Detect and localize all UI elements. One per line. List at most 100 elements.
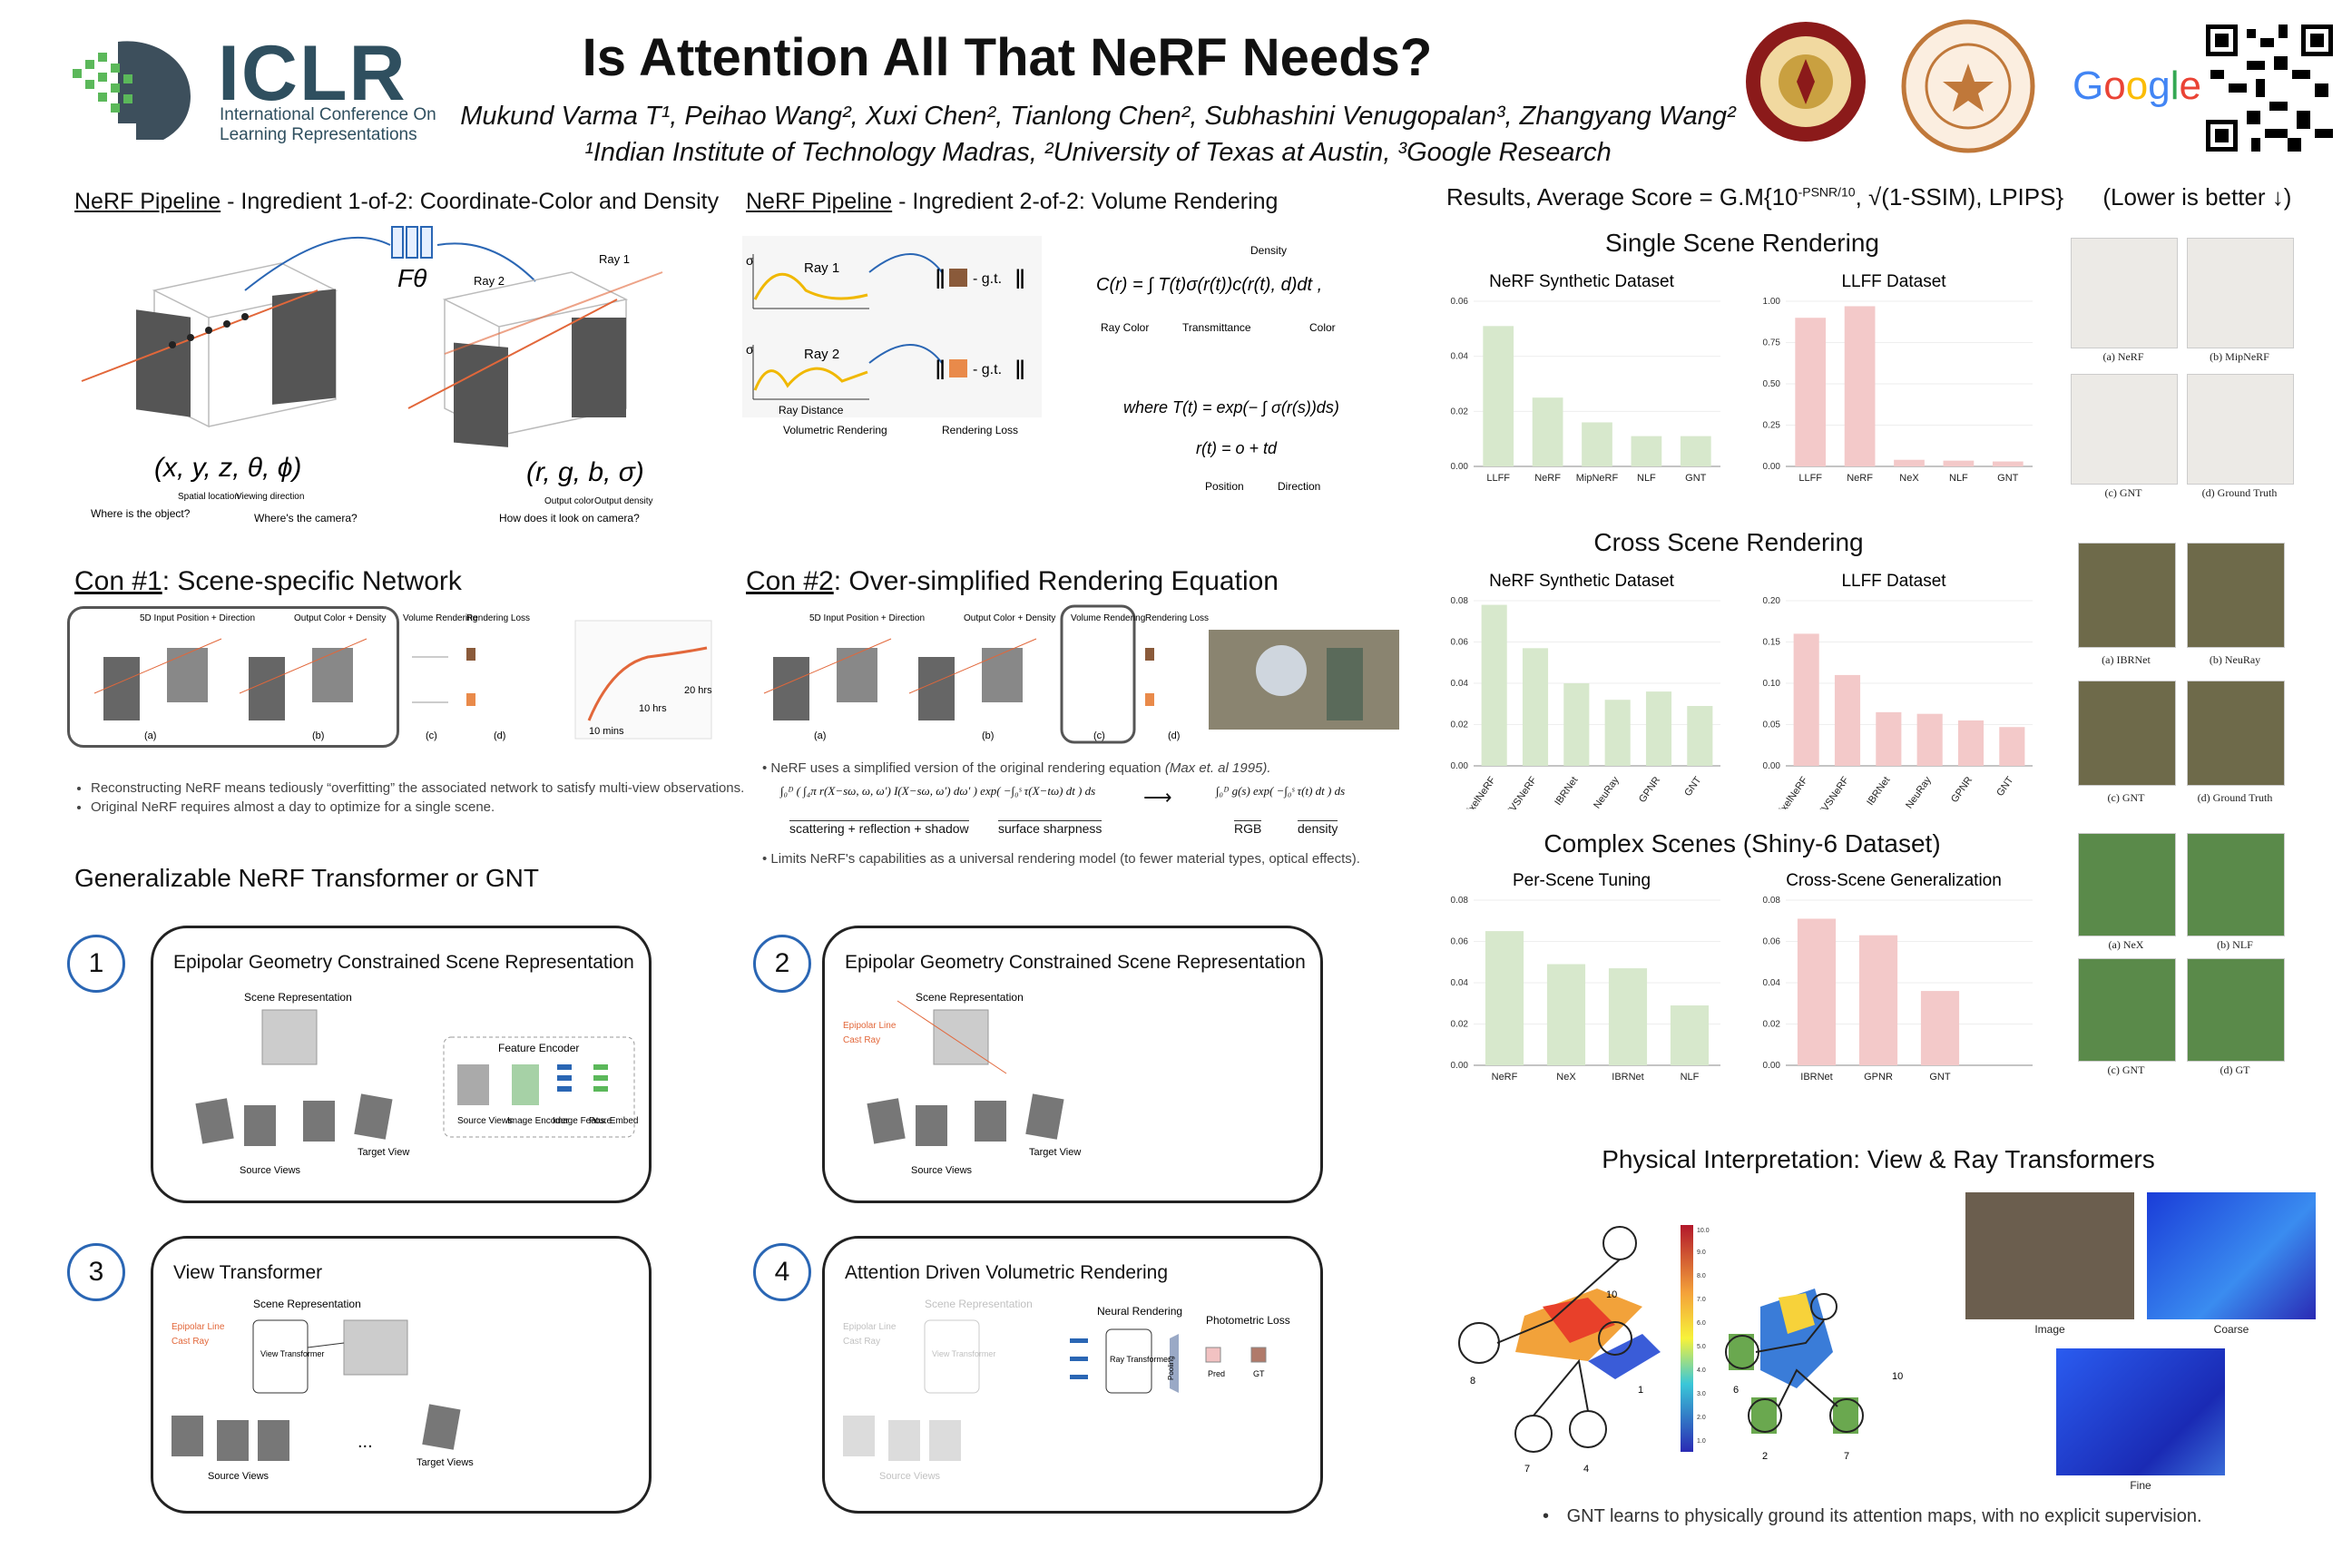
svg-text:Source Views: Source Views <box>911 1165 973 1176</box>
svg-text:7: 7 <box>1524 1464 1530 1475</box>
svg-text:Image Feature: Image Feature <box>553 1116 612 1126</box>
y-tick-label: 0.50 <box>1763 379 1781 389</box>
gnt-heading: Generalizable NeRF Transformer or GNT <box>74 864 539 892</box>
chart-cross-llff: LLFF Dataset 0.00 0.05 0.10 0.15 0.20 PixelNeR… <box>1744 564 2043 820</box>
y-tick-label: 1.00 <box>1763 297 1781 307</box>
chart-title: LLFF Dataset <box>1841 572 1946 591</box>
complex-scene-heading: Complex Scenes (Shiny-6 Dataset) <box>1544 829 1941 858</box>
view-nums-left: 10 8 7 4 1 <box>1470 1289 1643 1475</box>
svg-text:Ray Transformer: Ray Transformer <box>1110 1355 1171 1364</box>
y-tick-label: 0.08 <box>1451 596 1469 606</box>
x-tick-label: LLFF <box>1798 473 1822 484</box>
x-tick-label: NLF <box>1681 1072 1700 1083</box>
svg-text:3.0: 3.0 <box>1697 1391 1706 1397</box>
con1-bullets: Reconstructing NeRF means tediously “ove… <box>73 780 780 818</box>
f-theta-label: Fθ <box>397 264 426 292</box>
phys-fine <box>2056 1348 2225 1475</box>
x-tick-label: MVSNeRF <box>1815 775 1851 809</box>
x-tick-label: IBRNet <box>1865 775 1892 808</box>
x-tick-label: GNT <box>1929 1072 1951 1083</box>
bar <box>1546 964 1586 1065</box>
pipeline1-figure: Fθ Ray 2 Ray 1 (x, y, z, θ, ϕ) (r, g, b,… <box>64 218 699 544</box>
svg-text:Cast Ray: Cast Ray <box>172 1337 209 1347</box>
chart-title: LLFF Dataset <box>1841 272 1946 291</box>
bar-chart: NeRF Synthetic Dataset 0.00 0.02 0.04 0.06 0.… <box>1451 572 1720 820</box>
svg-text:where T(t) = exp(− ∫ σ(r(s))ds: where T(t) = exp(− ∫ σ(r(s))ds) <box>1123 398 1339 416</box>
svg-text:7.0: 7.0 <box>1697 1297 1706 1303</box>
phys-coarse <box>2147 1192 2316 1319</box>
svg-text:(b): (b) <box>312 730 324 741</box>
con1-figure: 5D Input Position + Direction Output Col… <box>67 603 720 750</box>
x-tick-label: NeRF <box>1492 1072 1518 1083</box>
chart-complex-perscene: Per-Scene Tuning 0.00 0.02 0.04 0.06 0.08 NeRF… <box>1432 864 1731 1109</box>
y-tick-label: 0.75 <box>1763 338 1781 348</box>
svg-text:7: 7 <box>1844 1451 1849 1462</box>
chart-single-synthetic: NeRF Synthetic Dataset 0.00 0.02 0.04 0.06 LL… <box>1432 265 1731 510</box>
x-tick-label: IBRNet <box>1800 1072 1832 1083</box>
y-tick-label: 0.15 <box>1763 638 1781 648</box>
svg-text:Cast Ray: Cast Ray <box>843 1337 880 1347</box>
bar <box>1687 706 1713 766</box>
iclr-subtitle-1: International Conference On <box>220 105 436 124</box>
svg-text:1.0: 1.0 <box>1697 1438 1706 1445</box>
step-4-badge: 4 <box>753 1243 811 1301</box>
svg-text:σ: σ <box>746 253 754 268</box>
svg-text:Rendering Loss: Rendering Loss <box>942 424 1018 436</box>
svg-text:- g.t.: - g.t. <box>973 271 1002 287</box>
x-tick-label: MVSNeRF <box>1503 775 1539 809</box>
svg-text:Pos. Embed: Pos. Embed <box>589 1116 638 1126</box>
attention-map-figure: 10 8 7 4 1 10.0 9.0 8.0 7.0 6.0 5.0 4.0 3.0 2.… <box>1434 1207 1978 1479</box>
phys-bullet: • GNT learns to physically ground its at… <box>1543 1506 2202 1526</box>
svg-text:Output color: Output color <box>544 496 594 506</box>
iclr-subtitle-2: Learning Representations <box>220 125 417 144</box>
con2-bullet1: • NeRF uses a simplified version of the … <box>762 760 1271 776</box>
svg-text:Direction: Direction <box>1278 480 1320 493</box>
y-tick-label: 0.04 <box>1451 679 1469 689</box>
y-tick-label: 0.02 <box>1451 720 1469 730</box>
svg-text:(d): (d) <box>494 730 505 741</box>
svg-text:Volume Rendering: Volume Rendering <box>403 613 477 623</box>
bar-chart: LLFF Dataset 0.00 0.05 0.10 0.15 0.20 PixelNeR… <box>1763 572 2033 820</box>
y-tick-label: 0.06 <box>1451 937 1469 947</box>
svg-text:‖: ‖ <box>935 265 946 295</box>
complex-thumbs: (a) NeX (b) NLF (c) GNT (d) GT <box>2078 833 2305 1087</box>
svg-text:Scene Representation: Scene Representation <box>244 991 352 1004</box>
chart-title: NeRF Synthetic Dataset <box>1489 272 1675 291</box>
bar <box>1522 648 1549 766</box>
svg-text:(c): (c) <box>1093 730 1105 741</box>
svg-text:1: 1 <box>1638 1385 1643 1396</box>
svg-text:Epipolar Line: Epipolar Line <box>843 1322 897 1332</box>
y-tick-label: 0.08 <box>1763 896 1781 906</box>
results-heading: Results, Average Score = G.M{10-PSNR/10,… <box>1446 183 2292 211</box>
pipeline2-heading: NeRF Pipeline - Ingredient 2-of-2: Volum… <box>746 189 1279 214</box>
y-tick-label: 0.00 <box>1451 462 1469 472</box>
x-tick-label: NeX <box>1556 1072 1576 1083</box>
svg-text:Epipolar Line: Epipolar Line <box>172 1322 225 1332</box>
y-tick-label: 0.04 <box>1451 352 1469 362</box>
qr-code[interactable] <box>2201 20 2337 156</box>
bar-chart: Per-Scene Tuning 0.00 0.02 0.04 0.06 0.08 NeRF… <box>1451 871 1720 1083</box>
svg-text:Image Encoder: Image Encoder <box>507 1116 569 1126</box>
y-tick-label: 0.00 <box>1451 761 1469 771</box>
svg-text:5D Input Position + Direction: 5D Input Position + Direction <box>140 613 255 623</box>
y-tick-label: 0.06 <box>1763 937 1781 947</box>
svg-text:Source Views: Source Views <box>208 1471 270 1482</box>
svg-text:Where's the camera?: Where's the camera? <box>254 512 358 524</box>
ut-seal <box>1900 18 2036 154</box>
svg-text:‖: ‖ <box>1014 265 1025 295</box>
x-tick-label: NeX <box>1899 473 1919 484</box>
svg-text:(a): (a) <box>144 730 156 741</box>
svg-text:(a): (a) <box>814 730 826 741</box>
y-tick-label: 0.00 <box>1763 1061 1781 1071</box>
svg-text:r(t) = o + td: r(t) = o + td <box>1196 439 1278 457</box>
svg-text:Output Color + Density: Output Color + Density <box>964 613 1055 623</box>
x-tick-label: GPNR <box>1864 1072 1893 1083</box>
svg-text:Viewing direction: Viewing direction <box>236 492 304 502</box>
svg-text:Ray 2: Ray 2 <box>474 274 505 288</box>
bar-chart: NeRF Synthetic Dataset 0.00 0.02 0.04 0.06 LL… <box>1451 272 1720 484</box>
svg-text:5D Input Position + Direction: 5D Input Position + Direction <box>809 613 925 623</box>
svg-text:4.0: 4.0 <box>1697 1367 1706 1374</box>
svg-text:(b): (b) <box>982 730 994 741</box>
y-tick-label: 0.00 <box>1763 761 1781 771</box>
y-tick-label: 0.08 <box>1451 896 1469 906</box>
